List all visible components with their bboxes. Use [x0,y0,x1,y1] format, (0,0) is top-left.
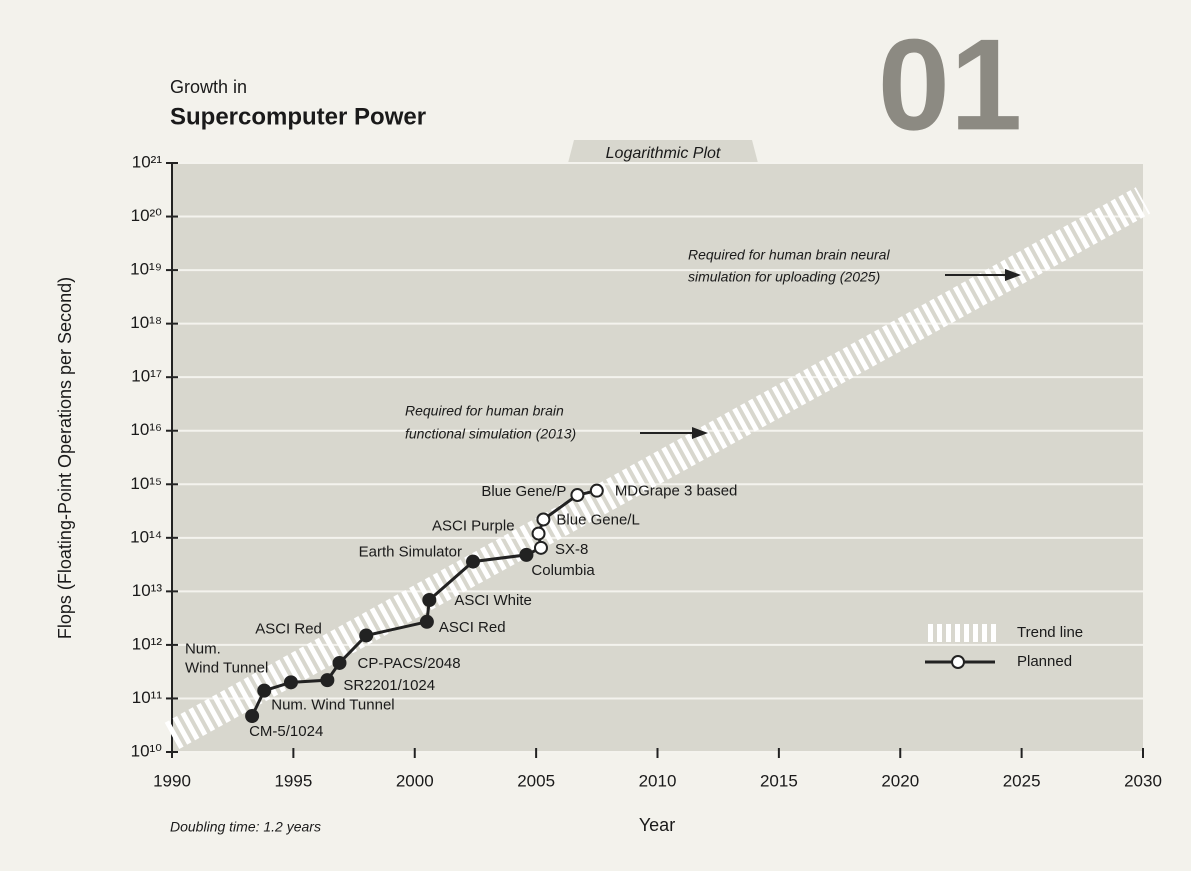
y-tick-label: 10¹⁴ [130,527,162,546]
data-point [257,683,272,698]
point-label: Earth Simulator [359,544,462,561]
marks: CM-5/1024 Num. Wind Tunnel Num. Wind Tunnel… [164,187,1151,750]
legend-label: Planned [1017,653,1072,670]
data-point [245,709,260,724]
data-point [283,675,298,690]
data-point [533,540,548,555]
legend-label: Trend line [1017,624,1083,641]
title-top: Growth in [170,77,247,97]
data-point [570,488,585,503]
note: Doubling time: 1.2 years [170,819,321,835]
point-label: ASCI Purple [432,518,515,535]
y-tick-label: 10¹⁷ [131,367,162,386]
y-tick-label: 10¹⁰ [131,741,163,760]
y-tick-label: 10¹² [132,634,163,653]
data-point [422,592,437,607]
point-label: ASCI Red [439,619,506,636]
x-tick-label: 2020 [881,771,919,790]
data-point [589,483,604,498]
logo: 01 [878,11,1023,157]
data-point [359,628,374,643]
point-label: MDGrape 3 based [615,483,738,500]
grid: 10¹⁰ 10¹¹ 10¹² 10¹³ 10¹⁴ 10¹⁵ 10¹⁶ 10¹⁷ 10¹⁸ 10¹⁹… [130,152,1162,790]
x-tick-label: 1990 [153,771,191,790]
x-tick-label: 1995 [274,771,312,790]
x-tick-label: 2000 [396,771,434,790]
data-point [419,614,434,629]
x-tick-label: 2010 [639,771,677,790]
point-label: CP-PACS/2048 [357,655,460,672]
annotation: Required for human brain [405,403,564,419]
data-point [531,526,546,541]
x-tick-label: 2030 [1124,771,1162,790]
point-label: CM-5/1024 [249,723,323,740]
point-label: Num. Wind Tunnel [271,697,394,714]
subtitle: Logarithmic Plot [606,145,721,162]
point-label: ASCI Red [255,620,322,637]
annotation: Required for human brain neural [688,247,890,263]
legend-swatch-marker [951,655,965,669]
x-axis-label: Year [639,815,675,835]
data-point [320,673,335,688]
data-point [519,547,534,562]
annotation: functional simulation (2013) [405,426,576,442]
y-axis-label: Flops (Floating-Point Operations per Sec… [55,277,75,639]
data-point [332,655,347,670]
y-tick-label: 10²¹ [132,152,163,171]
x-tick-label: 2005 [517,771,555,790]
y-tick-label: 10¹³ [132,581,163,600]
trend-line [164,187,1151,750]
y-tick-label: 10¹⁸ [130,313,162,332]
arrow-head [692,427,708,439]
y-tick-label: 10¹⁹ [130,260,162,279]
y-tick-label: 10¹⁶ [130,420,162,439]
point-label: Blue Gene/L [556,511,639,528]
data-point [466,554,481,569]
subtitle-tab [568,140,758,163]
point-label: Blue Gene/P [481,483,566,500]
point-label: SX-8 [555,541,588,558]
x-tick-label: 2025 [1003,771,1041,790]
point-label: Num. [185,640,221,657]
y-tick-label: 10¹⁵ [130,474,162,493]
point-label: ASCI White [454,592,532,609]
point-label: Wind Tunnel [185,659,268,676]
point-label: Columbia [531,562,595,579]
chart-title: Supercomputer Power [170,103,426,130]
data-point [536,512,551,527]
point-label: SR2201/1024 [343,677,435,694]
annotation: simulation for uploading (2025) [688,269,880,285]
y-tick-label: 10¹¹ [132,688,163,707]
arrow-head [1005,269,1021,281]
x-tick-label: 2015 [760,771,798,790]
y-tick-label: 10²⁰ [131,206,163,225]
